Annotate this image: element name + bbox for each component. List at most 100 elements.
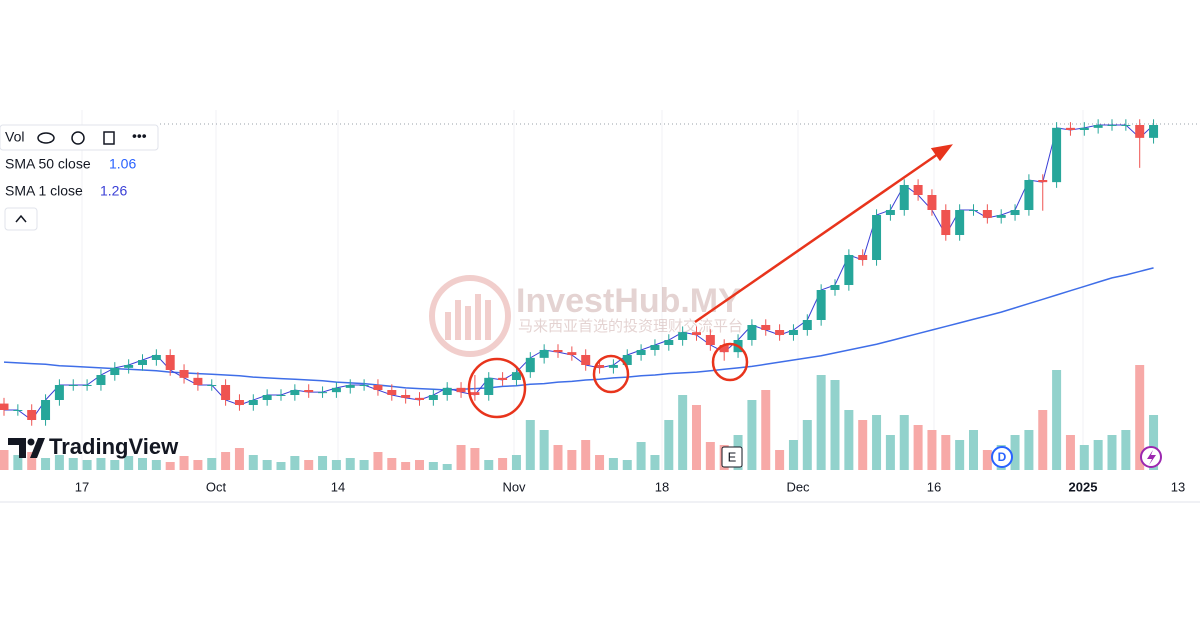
volume-bar [858,420,868,470]
volume-bar [511,455,521,470]
volume-bar [927,430,937,470]
volume-bar [595,455,605,470]
candle-body [290,390,300,395]
dividend-marker-label: D [998,450,1007,464]
volume-bar [650,455,660,470]
volume-bar [761,390,771,470]
candle-body [345,385,355,388]
candle-body [969,210,978,211]
candle-body [193,377,203,385]
earnings-marker[interactable] [721,446,743,468]
candle-body [705,335,715,345]
candle-body [844,255,854,285]
dividend-marker[interactable] [991,446,1013,468]
x-tick-label: 13 [1171,479,1185,494]
volume-bar [82,460,92,470]
candle-body [1149,125,1159,138]
legend-sma50-label: SMA 50 close [5,156,91,172]
volume-bar [844,410,854,470]
candle-body [0,403,9,410]
volume-bar [788,440,798,470]
legend-volume: Vol [5,129,24,145]
delete-icon[interactable] [103,131,115,145]
logo-icon [27,438,35,446]
volume-bar [345,458,355,470]
candle-body [1079,127,1089,130]
volume-bar [899,415,909,470]
candle-body [747,325,757,340]
candle-body [401,395,411,398]
candle-body [234,400,244,405]
candle-body [442,387,452,395]
legend-sma50-value: 1.06 [109,156,136,172]
settings-icon[interactable] [71,131,85,145]
more-icon[interactable]: ••• [132,128,147,144]
volume-bar [484,460,494,470]
candle-body [248,400,258,405]
candle-body [415,397,424,400]
logo-text: TradingView [49,434,179,459]
candle-body [1024,180,1034,210]
volume-bar [816,375,826,470]
collapse-icon [15,214,27,223]
candle-body [692,332,701,335]
close-line [4,124,1154,421]
candle-body [553,350,563,353]
candle-body [927,195,937,210]
legend-sma1-value: 1.26 [100,183,127,199]
trend-arrow-head [930,144,953,162]
volume-bar [0,450,9,470]
volume-bar [664,420,674,470]
volume-bar [428,462,438,470]
volume-bar [401,462,411,470]
volume-bar [1135,365,1145,470]
candle-body [913,185,923,195]
volume-bar [1065,435,1075,470]
highlight-circle [467,357,527,419]
watermark-tagline: 马来西亚首选的投资理财交流平台 [518,317,743,335]
candle-body [276,395,286,396]
legend: Vol ••• SMA 50 close 1.06 SMA 1 close 1.… [0,124,159,231]
candle-body [151,355,161,360]
volume-bar [1121,430,1131,470]
candle-body [138,360,147,365]
x-tick-label: Nov [502,479,526,494]
volume-bar [608,458,618,470]
grid [81,110,1084,470]
volume-bar [1107,435,1117,470]
volume-bar [581,440,591,470]
volume-bar [913,425,923,470]
candle-body [359,385,369,386]
collapse-button[interactable] [4,207,38,231]
watermark-logo [429,275,511,357]
candle-body [1121,125,1131,126]
volume-bar [262,460,272,470]
candle-body [1010,210,1020,215]
candle-body [608,365,618,368]
volume-bar [747,400,757,470]
candle-body [955,210,965,235]
volume-bar [193,460,203,470]
candle-body [539,350,549,358]
eye-icon[interactable] [37,132,55,144]
volume-bar [678,395,688,470]
volume-bar [872,415,882,470]
x-tick-label: Oct [206,479,227,494]
candle-body [636,350,646,355]
volume-bar [830,380,840,470]
candle-body [858,255,868,260]
candle-body [68,385,78,386]
highlight-circle [592,354,630,394]
candle-body [982,210,992,218]
volume-bar [622,460,632,470]
volume-bar [290,456,300,470]
candle-body [816,290,826,320]
volume-bar [151,460,161,470]
candle-body [664,340,674,345]
volume-bar [248,455,258,470]
volume-bar [525,420,535,470]
candle-body [1093,125,1103,128]
candle-body [775,330,785,335]
